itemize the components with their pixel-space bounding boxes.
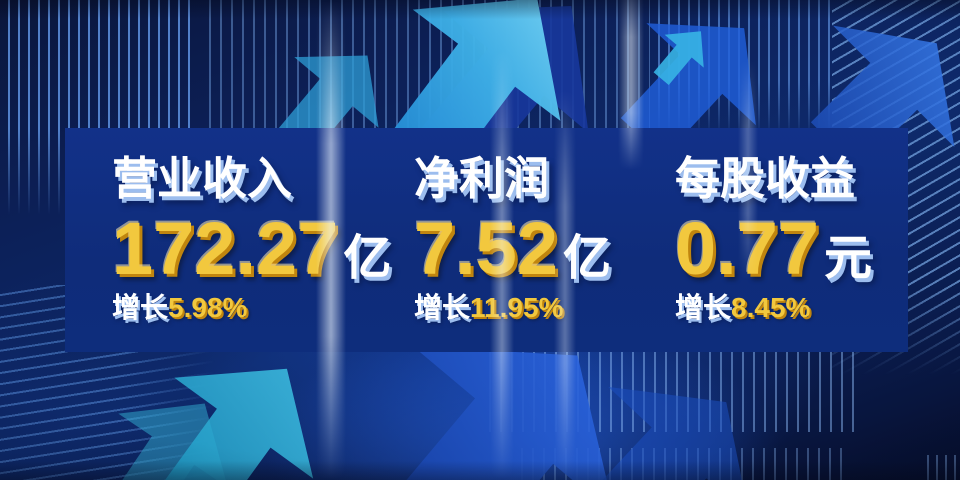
metric-number: 172.27	[112, 207, 339, 290]
metric-value: 0.77 元	[675, 212, 872, 286]
growth-value: 11.95%	[470, 292, 564, 323]
metric-unit: 亿	[343, 232, 392, 285]
growth-value: 8.45%	[731, 292, 811, 323]
stripe-pattern	[920, 455, 960, 480]
metric-number: 0.77	[675, 207, 820, 290]
growth-value: 5.98%	[168, 292, 248, 323]
growth-label: 增长	[675, 292, 732, 323]
metric-growth: 增长11.95%	[414, 294, 563, 322]
growth-label: 增长	[414, 292, 471, 323]
metric-title: 营业收入	[112, 153, 293, 204]
metric-title: 每股收益	[675, 153, 856, 204]
metric-unit: 亿	[563, 232, 612, 285]
metric-number: 7.52	[414, 207, 559, 290]
metric-growth: 增长5.98%	[112, 294, 247, 322]
growth-label: 增长	[112, 292, 169, 323]
metric-value: 172.27 亿	[112, 212, 391, 286]
metric-unit: 元	[824, 232, 873, 285]
metric-growth: 增长8.45%	[675, 294, 810, 322]
metrics-panel: 营业收入 172.27 亿 增长5.98% 净利润 7.52 亿 增长11.95…	[65, 128, 908, 352]
metric-value: 7.52 亿	[414, 212, 611, 286]
metric-title: 净利润	[414, 153, 550, 204]
